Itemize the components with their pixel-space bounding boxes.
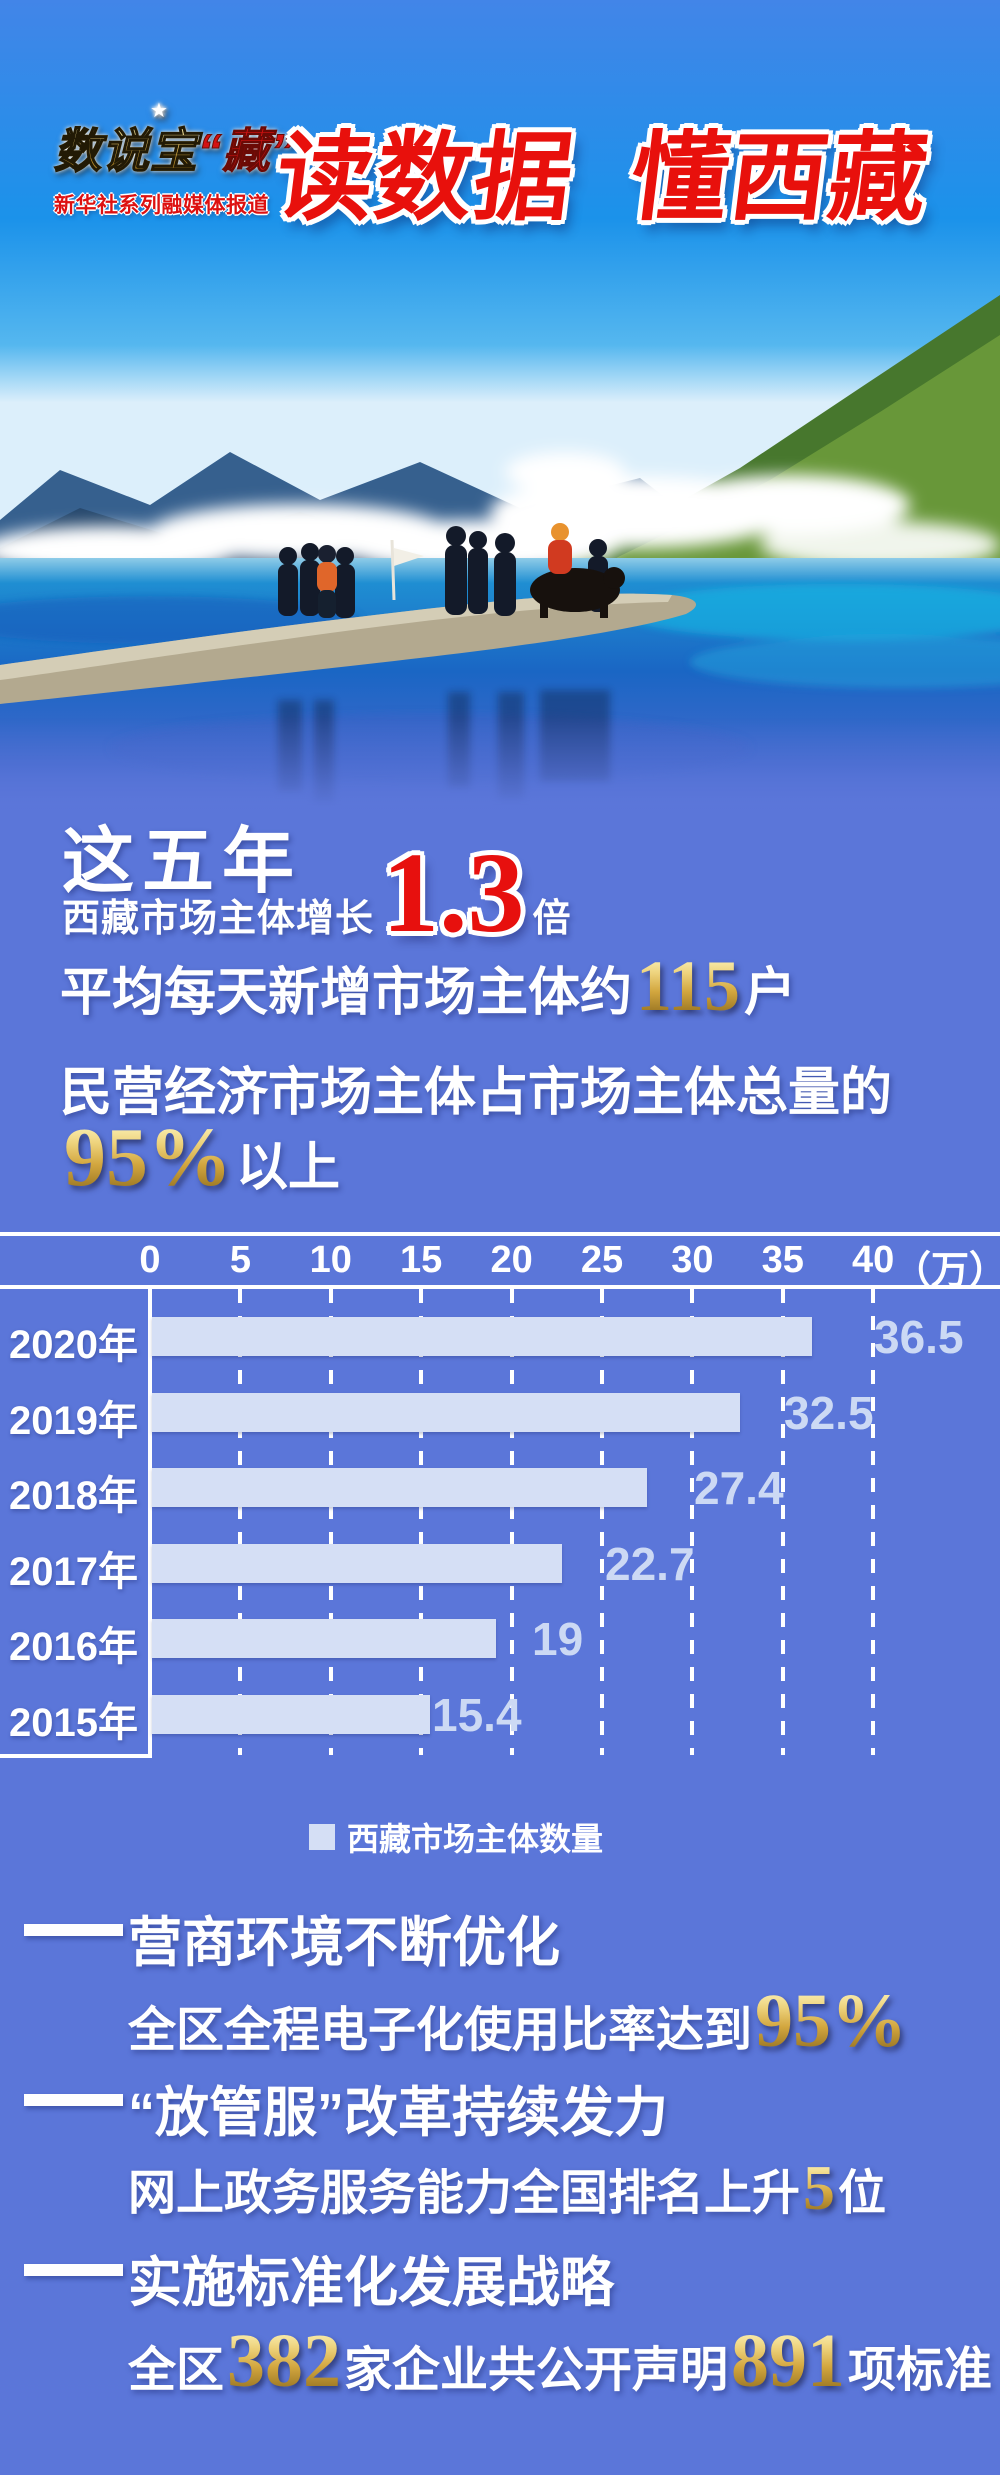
tibet-lake-photo [0,0,1000,810]
chart-legend: 西藏市场主体数量 [0,1814,956,1860]
bar-row-label: 2016年 [9,1625,138,1670]
bullet-item-1: 营商环境不断优化 全区全程电子化使用比率达到 95% [0,1898,1000,2060]
bullet-text: 全区 [128,2344,225,2397]
bar-2017年 [152,1543,562,1583]
bar-row-label: 2020年 [9,1323,138,1367]
bullet-heading: 营商环境不断优化 [128,1913,560,1973]
gridline [238,1289,243,1755]
logo-gold-text: 数说宝 [53,123,198,178]
x-tick-label: 25 [580,1239,624,1281]
highlight-number: 115 [636,946,741,1026]
hero-subheading: 西藏市场主体增长 1.3 倍 [62,836,572,950]
bar-2016年 [152,1619,496,1659]
bullet-dash-icon [24,1924,123,1936]
bullet-line: 全区 382 家企业共公开声明 891 项标准 [0,2323,1000,2400]
highlight-number: 95% [64,1111,232,1204]
stat-line-1: 平均每天新增市场主体约 115 户 [60,950,796,1025]
bar-value-label: 19 [532,1613,584,1666]
bullet-line: 网上政务服务能力全国排名上升 5 位 [0,2153,1000,2223]
highlight-number: 382 [227,2319,342,2403]
bullet-text: 家企业共公开声明 [344,2344,729,2397]
stat-text: 平均每天新增市场主体约 [60,964,633,1022]
hero-sub-prefix: 西藏市场主体增长 [62,898,375,940]
x-tick-label: 20 [490,1239,533,1281]
series-logo: ★ 数说宝“藏” 新华社系列融媒体报道 [53,100,295,219]
legend-label: 西藏市场主体数量 [346,1821,603,1857]
bar-chart: 0 5 10 15 20 25 30 35 40 （万） 2020年 36.5 2019年 32.5 20… [0,1232,1000,1758]
chart-top-rule [0,1232,1000,1236]
bullet-text: 网上政务服务能力全国排名上升 [128,2167,801,2220]
star-icon: ★ [150,100,169,122]
gridline [600,1289,604,1755]
y-axis-line [148,1289,152,1755]
highlight-number: 891 [731,2319,846,2403]
axis-corner-line [0,1754,152,1758]
gridline [328,1289,333,1755]
x-tick-label: 40 [852,1239,895,1281]
gridline [871,1289,876,1755]
x-tick-label: 30 [671,1239,714,1281]
bar-row-label: 2019年 [9,1398,138,1443]
bullet-text: 位 [838,2167,887,2220]
x-tick-label: 5 [229,1239,251,1281]
logo-red-text: “藏” [198,124,295,178]
gridline [690,1289,695,1755]
bullet-dash-icon [24,2094,123,2106]
bullet-dash-icon [24,2264,123,2276]
hero-highlight-number: 1.3 [382,829,525,956]
bullet-text: 项标准 [848,2344,993,2397]
stat-line-2: 民营经济市场主体占市场主体总量的 [60,1050,892,1125]
x-tick-label: 0 [139,1239,161,1281]
x-axis: 0 5 10 15 20 25 30 35 40 （万） [0,1232,1000,1292]
chart-plot: 2020年 36.5 2019年 32.5 2018年 27.4 2017年 22.7 2016… [0,1289,1000,1758]
series-logo-title: ★ 数说宝“藏” [53,100,295,181]
hero-sub-suffix: 倍 [532,898,572,940]
bar-value-label: 15.4 [432,1689,522,1741]
page-title: 读数据 懂西藏 [270,123,936,232]
people-silhouettes [278,523,625,618]
bar-value-label: 32.5 [784,1386,874,1439]
highlight-number: 95% [755,1979,908,2063]
highlight-number: 5 [803,2152,836,2223]
x-tick-label: 10 [309,1239,352,1281]
series-logo-subtitle: 新华社系列融媒体报道 [54,194,269,217]
chart-axis-rule [0,1285,1000,1289]
gridline [419,1289,424,1755]
bar-value-label: 36.5 [874,1311,964,1363]
stat-line-3: 95% 以上 [60,1116,340,1200]
bar-2015年 [152,1695,430,1734]
bar-2018年 [152,1468,647,1508]
bullet-line: 全区全程电子化使用比率达到 95% [0,1983,1000,2060]
hero-heading: 这五年 [62,822,303,902]
bullet-item-2: “放管服”改革持续发力 网上政务服务能力全国排名上升 5 位 [0,2068,1000,2223]
bar-2020年 [152,1317,812,1356]
stat-text: 户 [744,964,797,1022]
bar-row-label: 2015年 [9,1701,138,1745]
bullet-heading: 实施标准化发展战略 [128,2253,614,2313]
gridline [509,1289,514,1755]
legend-swatch-icon [308,1824,335,1850]
bullet-heading: “放管服”改革持续发力 [128,2083,668,2143]
x-tick-label: 35 [761,1239,804,1281]
bar-value-label: 22.7 [605,1537,695,1590]
bullet-item-3: 实施标准化发展战略 全区 382 家企业共公开声明 891 项标准 [0,2238,1000,2400]
bar-2019年 [152,1392,740,1432]
bar-value-label: 27.4 [694,1462,784,1515]
gridline [780,1289,785,1755]
bullet-text: 全区全程电子化使用比率达到 [128,2004,753,2057]
stat-text: 民营经济市场主体占市场主体总量的 [60,1064,893,1122]
bar-row-label: 2017年 [9,1549,138,1594]
stat-text: 以上 [236,1139,341,1197]
bar-row-label: 2018年 [9,1474,138,1519]
x-tick-label: 15 [400,1239,443,1281]
